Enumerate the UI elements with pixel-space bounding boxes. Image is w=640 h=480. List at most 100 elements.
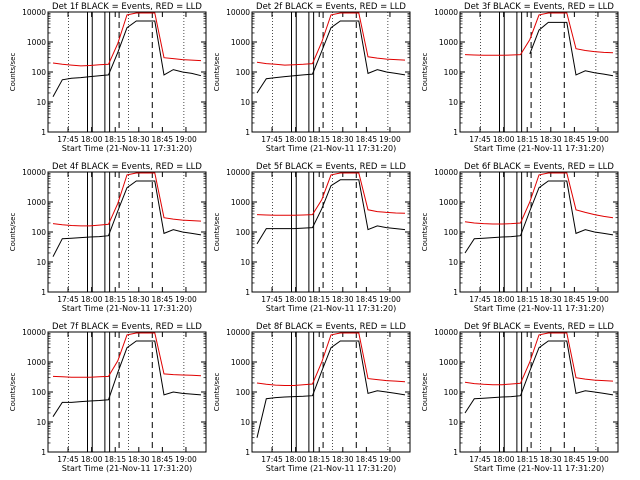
x-tick-label: 18:15 bbox=[308, 295, 330, 304]
panel-title: Det 2f BLACK = Events, RED = LLD bbox=[256, 2, 406, 12]
detector-panel-3: Det 3f BLACK = Events, RED = LLD 1 10 100 10… bbox=[421, 2, 619, 153]
x-tick-label: 18:30 bbox=[128, 135, 150, 144]
y-tick-label: 1 bbox=[453, 288, 458, 297]
detector-panel-9: Det 9f BLACK = Events, RED = LLD 1 10 100 10… bbox=[421, 322, 619, 473]
y-tick-label: 1 bbox=[41, 128, 46, 137]
panel-title: Det 6f BLACK = Events, RED = LLD bbox=[464, 162, 614, 172]
y-axis-label: Counts/sec bbox=[421, 53, 429, 92]
y-tick-label: 10000 bbox=[22, 168, 46, 177]
x-tick-label: 19:00 bbox=[379, 455, 401, 464]
events-series-line bbox=[464, 180, 614, 254]
y-tick-label: 1000 bbox=[439, 198, 458, 207]
y-tick-label: 1000 bbox=[27, 198, 46, 207]
x-tick-label: 18:45 bbox=[152, 455, 174, 464]
x-tick-label: 18:00 bbox=[493, 135, 515, 144]
x-tick-label: 19:00 bbox=[379, 295, 401, 304]
x-tick-label: 18:15 bbox=[104, 455, 126, 464]
y-tick-label: 1 bbox=[245, 128, 250, 137]
y-tick-label: 1000 bbox=[27, 38, 46, 47]
lld-series-line bbox=[256, 332, 406, 386]
y-tick-label: 100 bbox=[236, 228, 251, 237]
y-tick-label: 1000 bbox=[231, 358, 250, 367]
y-tick-label: 1000 bbox=[231, 198, 250, 207]
detector-panel-7: Det 7f BLACK = Events, RED = LLD 1 10 100 10… bbox=[9, 322, 207, 473]
events-series-line bbox=[529, 21, 614, 77]
x-tick-label: 19:00 bbox=[175, 295, 197, 304]
y-axis-label: Counts/sec bbox=[213, 373, 221, 412]
x-tick-label: 18:15 bbox=[308, 135, 330, 144]
y-tick-label: 1000 bbox=[439, 38, 458, 47]
y-tick-label: 10 bbox=[36, 418, 46, 427]
y-tick-label: 1 bbox=[245, 288, 250, 297]
x-axis-label: Start Time (21-Nov-11 17:31:20) bbox=[474, 464, 604, 473]
x-axis-label: Start Time (21-Nov-11 17:31:20) bbox=[62, 464, 192, 473]
detector-panel-1: Det 1f BLACK = Events, RED = LLD 1 10 100 10… bbox=[9, 2, 207, 153]
panel-title: Det 5f BLACK = Events, RED = LLD bbox=[256, 162, 406, 172]
panel-title: Det 4f BLACK = Events, RED = LLD bbox=[52, 162, 202, 172]
detector-panel-2: Det 2f BLACK = Events, RED = LLD 1 10 100 10… bbox=[213, 2, 411, 153]
y-tick-label: 10000 bbox=[434, 8, 458, 17]
x-tick-label: 18:00 bbox=[285, 295, 307, 304]
x-tick-label: 19:00 bbox=[175, 455, 197, 464]
panel-title: Det 9f BLACK = Events, RED = LLD bbox=[464, 322, 614, 332]
y-tick-label: 1 bbox=[41, 448, 46, 457]
panel-title: Det 1f BLACK = Events, RED = LLD bbox=[52, 2, 202, 12]
lld-series-line bbox=[52, 172, 202, 227]
y-tick-label: 10000 bbox=[226, 168, 250, 177]
y-tick-label: 100 bbox=[236, 68, 251, 77]
events-series-line bbox=[256, 179, 406, 245]
y-axis-label: Counts/sec bbox=[9, 213, 17, 252]
x-tick-label: 18:45 bbox=[152, 135, 174, 144]
plot-frame bbox=[251, 171, 411, 293]
y-axis-label: Counts/sec bbox=[421, 373, 429, 412]
x-tick-label: 17:45 bbox=[469, 135, 491, 144]
x-tick-label: 17:45 bbox=[261, 295, 283, 304]
y-axis-label: Counts/sec bbox=[213, 53, 221, 92]
x-tick-label: 17:45 bbox=[261, 455, 283, 464]
x-axis-label: Start Time (21-Nov-11 17:31:20) bbox=[266, 304, 396, 313]
panel-title: Det 3f BLACK = Events, RED = LLD bbox=[464, 2, 614, 12]
y-tick-label: 1 bbox=[245, 448, 250, 457]
x-tick-label: 19:00 bbox=[379, 135, 401, 144]
lld-series-line bbox=[464, 12, 614, 56]
y-tick-label: 10 bbox=[240, 258, 250, 267]
x-tick-label: 18:45 bbox=[356, 135, 378, 144]
x-tick-label: 18:45 bbox=[356, 455, 378, 464]
x-axis-label: Start Time (21-Nov-11 17:31:20) bbox=[62, 144, 192, 153]
y-tick-label: 100 bbox=[236, 388, 251, 397]
x-axis-label: Start Time (21-Nov-11 17:31:20) bbox=[266, 144, 396, 153]
x-tick-label: 18:00 bbox=[285, 135, 307, 144]
x-tick-label: 18:30 bbox=[128, 295, 150, 304]
x-tick-label: 17:45 bbox=[57, 455, 79, 464]
x-tick-label: 18:30 bbox=[332, 135, 354, 144]
events-series-line bbox=[256, 20, 406, 94]
x-tick-label: 17:45 bbox=[57, 295, 79, 304]
y-axis-label: Counts/sec bbox=[9, 53, 17, 92]
x-tick-label: 18:15 bbox=[516, 455, 538, 464]
x-tick-label: 19:00 bbox=[587, 455, 609, 464]
y-axis-label: Counts/sec bbox=[9, 373, 17, 412]
x-tick-label: 18:45 bbox=[356, 295, 378, 304]
x-tick-label: 17:45 bbox=[469, 295, 491, 304]
x-tick-label: 17:45 bbox=[469, 455, 491, 464]
y-tick-label: 10 bbox=[36, 98, 46, 107]
detector-panel-6: Det 6f BLACK = Events, RED = LLD 1 10 100 10… bbox=[421, 162, 619, 313]
detector-panel-4: Det 4f BLACK = Events, RED = LLD 1 10 100 10… bbox=[9, 162, 207, 313]
events-series-line bbox=[52, 340, 202, 417]
x-axis-label: Start Time (21-Nov-11 17:31:20) bbox=[266, 464, 396, 473]
y-tick-label: 10 bbox=[240, 418, 250, 427]
x-tick-label: 18:00 bbox=[81, 455, 103, 464]
x-tick-label: 19:00 bbox=[587, 135, 609, 144]
x-tick-label: 18:45 bbox=[564, 295, 586, 304]
y-tick-label: 10 bbox=[448, 98, 458, 107]
y-tick-label: 100 bbox=[32, 68, 47, 77]
lld-series-line bbox=[52, 12, 202, 67]
x-tick-label: 18:00 bbox=[81, 295, 103, 304]
y-tick-label: 10000 bbox=[22, 328, 46, 337]
y-tick-label: 1 bbox=[453, 448, 458, 457]
detector-panel-5: Det 5f BLACK = Events, RED = LLD 1 10 100 10… bbox=[213, 162, 411, 313]
detector-panel-8: Det 8f BLACK = Events, RED = LLD 1 10 100 10… bbox=[213, 322, 411, 473]
y-tick-label: 100 bbox=[444, 388, 459, 397]
y-tick-label: 100 bbox=[32, 388, 47, 397]
